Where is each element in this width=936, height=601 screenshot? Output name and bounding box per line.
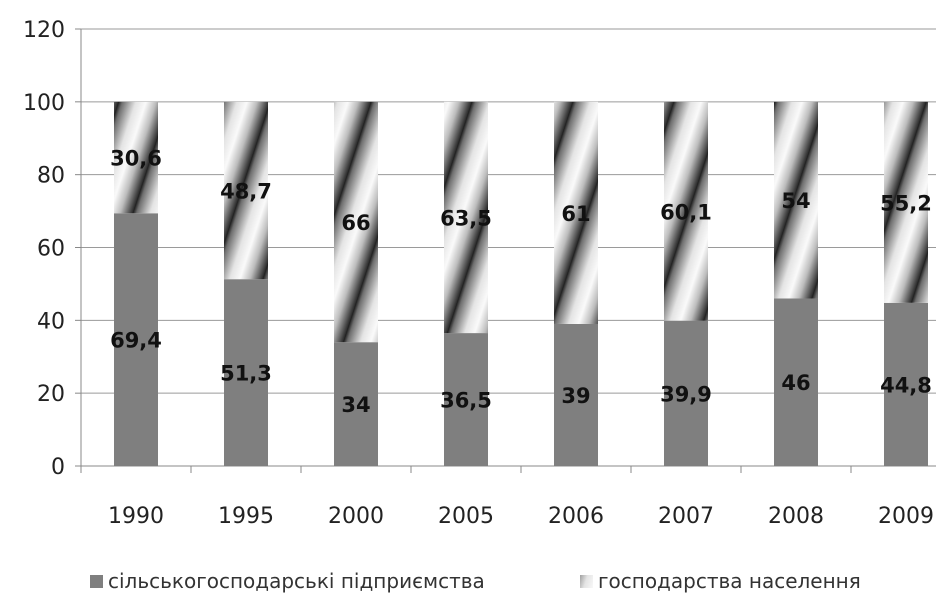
data-label-enterprises: 44,8 [880, 373, 932, 397]
bar-enterprises [114, 213, 158, 466]
data-labels: 69,4 30,6 51,3 48,7 34 66 36,5 63,5 39 61 39,9 60,1… [110, 147, 932, 418]
bar-households [444, 101, 488, 334]
bar-enterprises [664, 320, 708, 466]
y-tick-label: 100 [23, 91, 65, 116]
bar-households [884, 101, 928, 303]
x-tick-label: 2007 [658, 504, 714, 529]
data-label-households: 60,1 [660, 200, 712, 224]
data-label-enterprises: 39 [561, 384, 590, 408]
x-tick-label: 2008 [768, 504, 824, 529]
y-tick-label: 80 [37, 164, 65, 189]
data-label-households: 54 [781, 189, 810, 213]
bar-households [774, 101, 818, 299]
data-label-enterprises: 46 [781, 371, 810, 395]
bar-households [224, 101, 268, 280]
y-tick-label: 60 [37, 237, 65, 262]
data-label-households: 55,2 [880, 191, 932, 215]
data-label-enterprises: 69,4 [110, 329, 162, 353]
bar-enterprises [444, 333, 488, 466]
y-tick-label: 0 [51, 455, 65, 480]
data-label-enterprises: 51,3 [220, 362, 272, 386]
x-tick-label: 2006 [548, 504, 604, 529]
legend-label-households: господарства населення [598, 569, 861, 593]
y-tick-label: 20 [37, 382, 65, 407]
bar-enterprises [554, 323, 598, 466]
legend-swatch-households [580, 575, 593, 588]
data-label-households: 48,7 [220, 180, 272, 204]
data-label-enterprises: 34 [341, 393, 370, 417]
bar-households [554, 101, 598, 324]
data-label-households: 66 [341, 211, 370, 235]
legend-swatch-enterprises [90, 575, 103, 588]
bars [114, 101, 928, 466]
data-label-enterprises: 36,5 [440, 389, 492, 413]
y-tick-label: 120 [23, 18, 65, 43]
data-label-households: 30,6 [110, 147, 162, 171]
bar-enterprises [224, 279, 268, 466]
bar-households [114, 101, 158, 214]
data-label-households: 63,5 [440, 206, 492, 230]
x-tick-label: 1995 [218, 504, 274, 529]
legend-label-enterprises: сільськогосподарські підприємства [108, 569, 485, 593]
bar-enterprises [334, 342, 378, 466]
x-tick-label: 2009 [878, 504, 934, 529]
data-label-households: 61 [561, 202, 590, 226]
bar-enterprises [884, 302, 928, 466]
bar-households [334, 101, 378, 343]
bar-enterprises [774, 298, 818, 466]
y-tick-label: 40 [37, 309, 65, 334]
axes: 0 20 40 60 80 100 120 1990 1995 2000 2005 2006 2007 2… [23, 18, 936, 529]
bar-households [664, 101, 708, 321]
data-label-enterprises: 39,9 [660, 382, 712, 406]
legend: сільськогосподарські підприємства господ… [90, 569, 861, 593]
x-tick-label: 2005 [438, 504, 494, 529]
x-tick-label: 1990 [108, 504, 164, 529]
x-tick-label: 2000 [328, 504, 384, 529]
